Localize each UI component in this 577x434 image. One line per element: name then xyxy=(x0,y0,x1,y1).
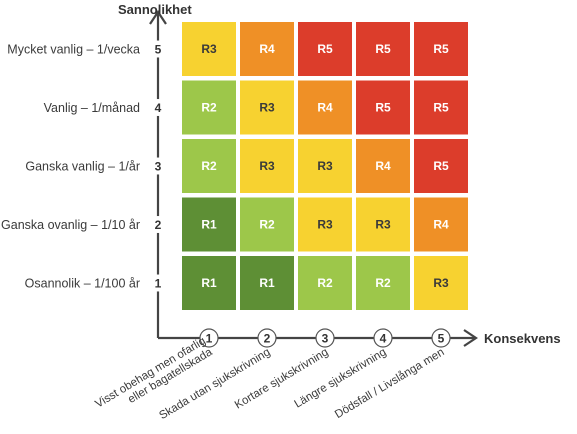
column-number-badge xyxy=(315,328,335,348)
risk-cell xyxy=(414,22,468,76)
risk-cell xyxy=(356,256,410,310)
risk-cell xyxy=(182,139,236,193)
risk-cell xyxy=(298,197,352,252)
risk-cell xyxy=(414,80,468,135)
risk-cell xyxy=(182,22,236,76)
risk-cell-label: R3 xyxy=(433,276,449,290)
column-label: Dödsfall / Livslånga men xyxy=(333,346,447,421)
risk-cell-label: R2 xyxy=(317,276,333,290)
column-number: 3 xyxy=(322,332,329,346)
risk-cell xyxy=(182,256,236,310)
risk-cell-label: R1 xyxy=(201,218,217,232)
risk-cell xyxy=(414,197,468,252)
row-labels: 5 Mycket vanlig – 1/vecka 4 Vanlig – 1/måna… xyxy=(1,40,167,292)
risk-cell xyxy=(298,22,352,76)
column-label-line: Kortare sjukskrivning xyxy=(233,346,331,411)
risk-cell xyxy=(240,139,294,193)
risk-cell xyxy=(356,197,410,252)
row-number: 3 xyxy=(155,160,162,174)
risk-cell xyxy=(414,139,468,193)
x-axis-arrowhead xyxy=(463,329,478,347)
risk-cell-label: R4 xyxy=(317,101,333,115)
column-number-badge xyxy=(373,328,393,348)
x-axis-title: Konsekvens xyxy=(484,331,561,346)
risk-cell-label: R4 xyxy=(259,42,275,56)
risk-cell xyxy=(182,197,236,252)
column-label: Visst obehag men ofarligeller bagatellsk… xyxy=(93,335,215,422)
column-number: 1 xyxy=(206,332,213,346)
row-number: 2 xyxy=(155,218,162,232)
row-label: Osannolik – 1/100 år xyxy=(25,277,140,291)
risk-cell xyxy=(182,80,236,135)
risk-cell xyxy=(356,139,410,193)
risk-cell-label: R3 xyxy=(375,218,391,232)
risk-cell xyxy=(240,256,294,310)
row-number-badge xyxy=(149,99,167,116)
risk-cell-label: R3 xyxy=(317,159,333,173)
risk-cell xyxy=(414,256,468,310)
risk-cell-label: R5 xyxy=(433,42,449,56)
column-number-badge xyxy=(199,328,219,348)
matrix-grid: R3 R4 R5 R5 R5 R2 R3 R4 R5 R5 R2 R3 R3 R4 R5 R1 R2 R3 R3 R4… xyxy=(182,22,468,310)
risk-cell xyxy=(298,256,352,310)
risk-cell-label: R4 xyxy=(433,218,449,232)
risk-cell xyxy=(240,22,294,76)
risk-cell xyxy=(356,80,410,135)
risk-cell xyxy=(240,80,294,135)
y-axis-title: Sannolikhet xyxy=(118,2,192,17)
row-number: 5 xyxy=(155,43,162,57)
column-number: 2 xyxy=(264,332,271,346)
y-axis-arrowhead xyxy=(149,10,167,25)
risk-cell xyxy=(298,139,352,193)
row-number: 4 xyxy=(155,101,162,115)
risk-cell-label: R5 xyxy=(317,42,333,56)
row-number-badge xyxy=(149,40,167,58)
row-label: Ganska ovanlig – 1/10 år xyxy=(1,218,140,232)
risk-cell-label: R3 xyxy=(201,42,217,56)
column-number-badge xyxy=(431,328,451,348)
risk-cell xyxy=(298,80,352,135)
risk-cell-label: R5 xyxy=(433,159,449,173)
risk-cell-label: R2 xyxy=(201,159,217,173)
column-label-line: Dödsfall / Livslånga men xyxy=(333,346,447,421)
risk-cell-label: R1 xyxy=(201,276,217,290)
row-number-badge xyxy=(149,274,167,292)
risk-cell-label: R4 xyxy=(375,159,391,173)
row-label: Mycket vanlig – 1/vecka xyxy=(7,43,140,57)
row-number-badge xyxy=(149,157,167,175)
risk-cell-label: R3 xyxy=(259,101,275,115)
column-label: Kortare sjukskrivning xyxy=(233,346,331,411)
risk-cell-label: R5 xyxy=(375,101,391,115)
row-number-badge xyxy=(149,216,167,233)
risk-cell xyxy=(356,22,410,76)
risk-cell xyxy=(240,197,294,252)
risk-cell-label: R2 xyxy=(259,218,275,232)
row-number: 1 xyxy=(155,277,162,291)
risk-cell-label: R2 xyxy=(201,101,217,115)
risk-cell-label: R3 xyxy=(317,218,333,232)
row-label: Ganska vanlig – 1/år xyxy=(25,160,140,174)
risk-cell-label: R2 xyxy=(375,276,391,290)
row-label: Vanlig – 1/månad xyxy=(44,101,140,115)
risk-cell-label: R5 xyxy=(433,101,449,115)
column-number: 5 xyxy=(438,332,445,346)
risk-cell-label: R3 xyxy=(259,159,275,173)
risk-cell-label: R1 xyxy=(259,276,275,290)
column-number-badge xyxy=(257,328,277,348)
risk-cell-label: R5 xyxy=(375,42,391,56)
column-number: 4 xyxy=(380,332,387,346)
